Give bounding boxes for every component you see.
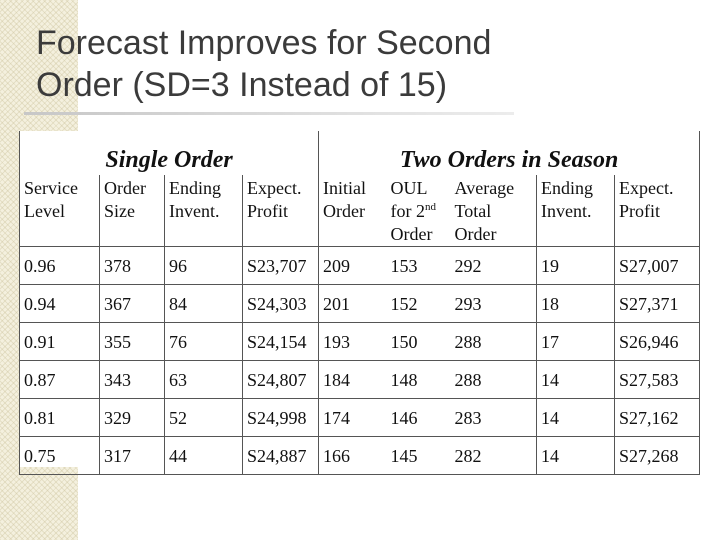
table-cell: S27,007 — [614, 246, 701, 285]
table-cell: 209 — [318, 246, 387, 285]
table-cell: S24,154 — [241, 322, 319, 361]
column-header: Average Total Order — [454, 178, 515, 244]
column-header-row: Service Level Order Size Ending Invent. Exp… — [19, 175, 701, 247]
table-row: 0.94 367 84 S24,303 201 152 293 18 S27,371 — [19, 284, 701, 323]
table-cell: 378 — [99, 246, 165, 285]
group-header-row: Single Order Two Orders in Season — [18, 131, 701, 175]
column-header: Ending Invent. — [164, 175, 243, 247]
table-cell: 329 — [99, 398, 165, 437]
table-cell: 283 — [450, 398, 537, 437]
table-cell: 367 — [99, 284, 165, 323]
column-header: Order Size — [99, 175, 165, 247]
table-row: 0.81 329 52 S24,998 174 146 283 14 S27,162 — [19, 398, 701, 437]
table-cell: S24,807 — [241, 360, 319, 399]
table-cell: 166 — [318, 436, 387, 475]
table-row: 0.91 355 76 S24,154 193 150 288 17 S26,946 — [19, 322, 701, 361]
forecast-table-panel: Single Order Two Orders in Season Servic… — [18, 131, 701, 475]
table-cell: S27,583 — [614, 360, 701, 399]
title-underline — [24, 112, 514, 115]
table-cell: S24,998 — [241, 398, 319, 437]
table-cell: 17 — [536, 322, 615, 361]
table-cell: 174 — [318, 398, 387, 437]
table-cell: S26,946 — [614, 322, 701, 361]
table-cell: 282 — [450, 436, 537, 475]
table-row: 0.75 317 44 S24,887 166 145 282 14 S27,268 — [19, 436, 701, 475]
table-row: 0.87 343 63 S24,807 184 148 288 14 S27,583 — [19, 360, 701, 399]
forecast-comparison-table: Single Order Two Orders in Season Servic… — [18, 131, 701, 475]
column-header: OUL for 2nd Order — [390, 178, 437, 244]
table-cell: 0.81 — [19, 398, 100, 437]
table-cell: 0.91 — [19, 322, 100, 361]
column-header: Ending Invent. — [536, 175, 615, 247]
table-cell: 150 — [386, 322, 451, 361]
column-header: Expect. Profit — [241, 175, 319, 247]
table-cell: 0.96 — [19, 246, 100, 285]
table-cell: 84 — [164, 284, 243, 323]
table-cell: S24,887 — [241, 436, 319, 475]
table-cell: 52 — [164, 398, 243, 437]
table-cell: 96 — [164, 246, 243, 285]
table-cell: 0.87 — [19, 360, 100, 399]
table-cell: 0.94 — [19, 284, 100, 323]
table-cell: 44 — [164, 436, 243, 475]
table-cell: 201 — [318, 284, 387, 323]
slide-title-line-2: Order (SD=3 Instead of 15) — [36, 66, 448, 104]
table-row: 0.96 378 96 S23,707 209 153 292 19 S27,007 — [19, 246, 701, 285]
table-body: 0.96 378 96 S23,707 209 153 292 19 S27,007 0.94 36… — [19, 246, 701, 475]
table-cell: 343 — [99, 360, 165, 399]
table-cell: 288 — [450, 322, 537, 361]
table-cell: 63 — [164, 360, 243, 399]
group-header-two-orders: Two Orders in Season — [318, 131, 701, 175]
table-cell: 18 — [536, 284, 615, 323]
table-cell: S24,303 — [241, 284, 319, 323]
table-cell: 355 — [99, 322, 165, 361]
table-cell: 317 — [99, 436, 165, 475]
table-cell: 153 — [386, 246, 451, 285]
table-cell: 14 — [536, 360, 615, 399]
table-cell: 152 — [386, 284, 451, 323]
table-cell: S27,371 — [614, 284, 701, 323]
slide-title-line-1: Forecast Improves for Second — [36, 24, 492, 62]
table-cell: S27,268 — [614, 436, 701, 475]
column-header: Service Level — [19, 175, 100, 247]
group-header-single-order: Single Order — [18, 131, 319, 175]
column-header: Expect. Profit — [614, 175, 701, 247]
table-cell: S27,162 — [614, 398, 701, 437]
table-cell: 19 — [536, 246, 615, 285]
table-cell: S23,707 — [241, 246, 319, 285]
table-cell: 146 — [386, 398, 451, 437]
column-header: Initial Order — [318, 175, 387, 247]
table-cell: 14 — [536, 398, 615, 437]
slide-title: Forecast Improves for Second Order (SD=3… — [36, 22, 491, 106]
table-cell: 193 — [318, 322, 387, 361]
table-cell: 76 — [164, 322, 243, 361]
table-cell: 148 — [386, 360, 451, 399]
table-cell: 14 — [536, 436, 615, 475]
table-cell: 184 — [318, 360, 387, 399]
table-cell: 288 — [450, 360, 537, 399]
table-cell: 293 — [450, 284, 537, 323]
table-cell: 145 — [386, 436, 451, 475]
table-cell: 292 — [450, 246, 537, 285]
table-cell: 0.75 — [19, 436, 100, 475]
